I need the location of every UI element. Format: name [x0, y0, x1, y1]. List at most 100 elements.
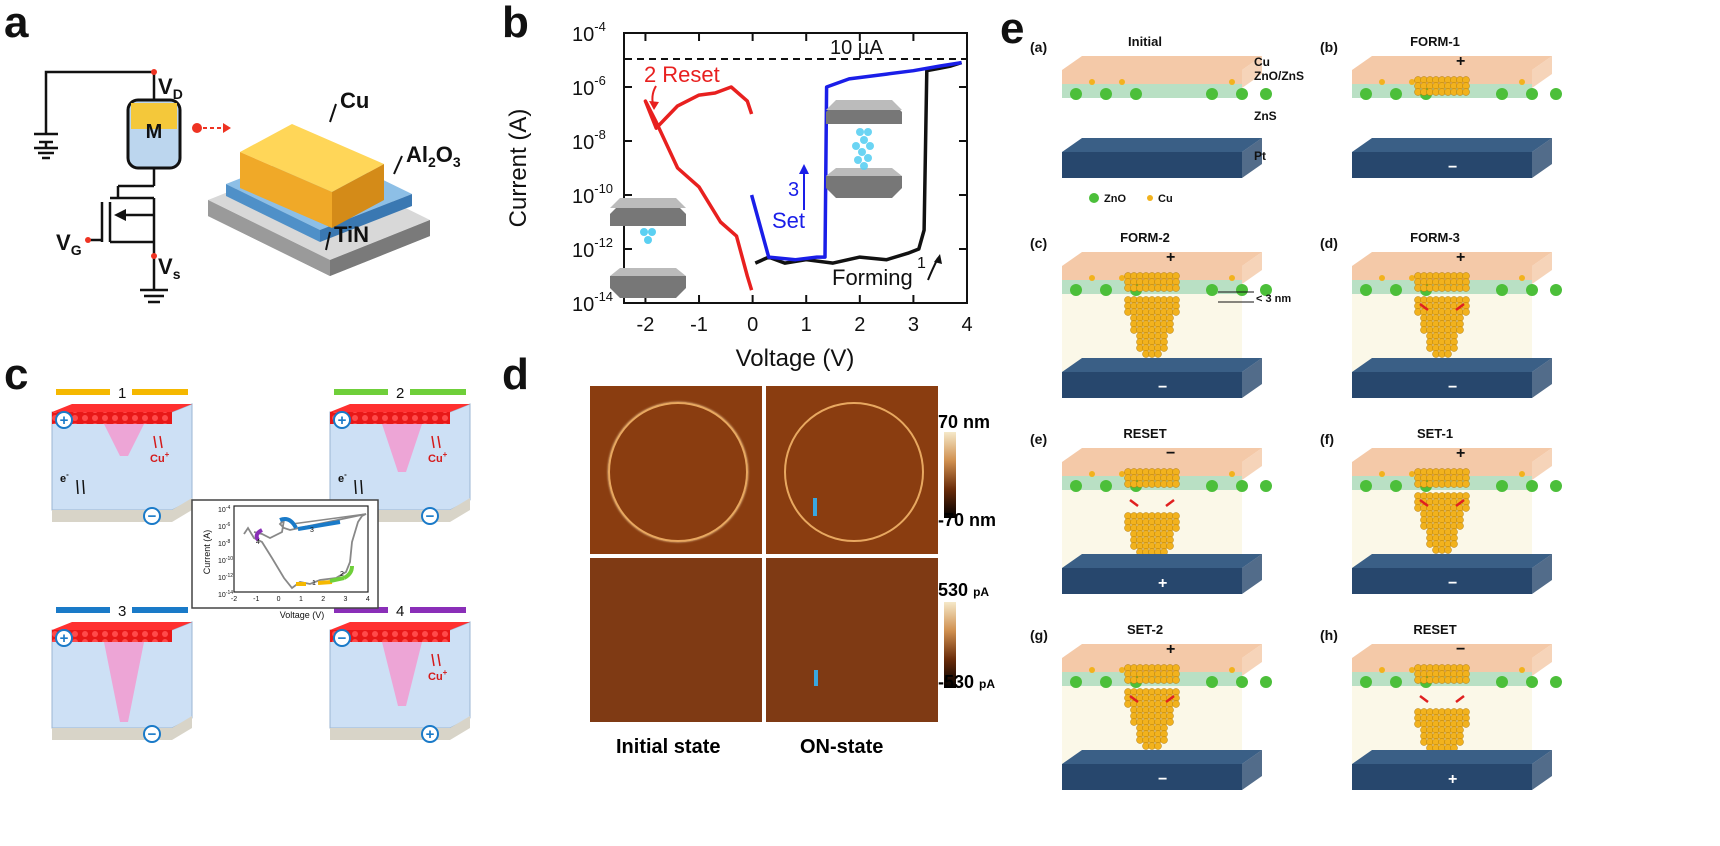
panel-label-b: b: [502, 0, 529, 47]
c-inset-y-tick: 10-12: [218, 573, 233, 582]
e-layer-label-zns: ZnS: [1254, 109, 1277, 123]
x-tick-label: 0: [747, 314, 758, 336]
c-state-number: 2: [396, 385, 404, 402]
c-electron-label: e-: [338, 470, 347, 485]
caption-on: ON-state: [800, 736, 884, 758]
e-layer-label-cu: Cu: [1254, 55, 1270, 69]
afm-topography-initial: [590, 386, 762, 554]
scale-bot-min: -530 pA: [938, 672, 996, 692]
e-sub-tag: (h): [1320, 627, 1338, 643]
c-bottom-polarity: −: [148, 726, 157, 743]
e-top-polarity: −: [1166, 445, 1175, 462]
c-inset-plot: 4 3 1 2 Current (A) Voltage (V) -2 -1 0 1 2 3…: [191, 499, 379, 620]
e-bottom-polarity: −: [1448, 379, 1457, 396]
e-top-polarity: −: [1456, 641, 1465, 658]
x-tick-label: -2: [637, 314, 655, 336]
c-top-polarity: −: [338, 630, 347, 647]
y-tick-label: 10-6: [572, 73, 606, 100]
vg-label: VG: [56, 230, 82, 258]
panel-label-a: a: [4, 0, 29, 47]
c-inset-y-tick: 10-8: [218, 539, 230, 548]
e-sub-title: FORM-1: [1410, 34, 1460, 49]
c-electron-label: e-: [60, 470, 69, 485]
panel-b-iv-chart: 10-4 10-6 10-8 10-10 10-12 10-14 -2 -1 0 1 2 3 4 10…: [505, 19, 973, 372]
series-set-line: [749, 60, 962, 262]
c-inset-y-tick: 10-10: [218, 556, 233, 565]
legend-zno-label: ZnO: [1104, 193, 1126, 205]
e-sub-tag: (b): [1320, 39, 1338, 55]
svg-text:Voltage (V): Voltage (V): [280, 610, 325, 620]
e-layer-label-znozns: ZnO/ZnS: [1254, 69, 1304, 83]
c-inset-y-tick: 10-14: [218, 590, 233, 599]
scale-top-max: 70 nm: [938, 412, 991, 432]
panel-a-schematic: M VD VG Vs Cu Al2O3 TiN: [34, 69, 461, 304]
svg-text:Current (A): Current (A): [202, 530, 212, 575]
colorbar-current: [944, 602, 956, 688]
device-stack-3d: [208, 124, 430, 276]
e-sub-title: RESET: [1413, 622, 1456, 637]
c-cu-ion-label: Cu+: [428, 668, 448, 683]
c-state-box-1: 1 + − Cu+ e-: [51, 385, 193, 525]
circuit-wires: [34, 70, 168, 304]
legend-cu-dot: [1147, 195, 1153, 201]
afm-topography-on: [766, 386, 938, 554]
x-tick-label: 1: [801, 314, 812, 336]
inset-device-on: [826, 100, 902, 198]
vg-node-dot: [85, 237, 91, 243]
e-sub-tag: (e): [1030, 431, 1047, 447]
e-bottom-polarity: +: [1448, 771, 1457, 788]
legend-zno-dot: [1089, 193, 1099, 203]
c-cu-ion-label: Cu+: [428, 450, 448, 465]
c-top-polarity: +: [60, 412, 69, 429]
e-sub-title: FORM-3: [1410, 230, 1460, 245]
e-top-polarity: +: [1166, 641, 1175, 658]
compliance-label: 10 µA: [830, 37, 883, 59]
panel-label-c: c: [4, 350, 29, 399]
panel-label-e: e: [1000, 4, 1025, 53]
c-inset-y-tick: 10-4: [218, 505, 230, 514]
c-state-box-2: 2 + − Cu+ e-: [329, 385, 471, 525]
forming-num: 1: [917, 255, 926, 272]
x-tick-label: 4: [961, 314, 972, 336]
svg-text:3: 3: [310, 527, 314, 534]
e-sub-title: SET-1: [1417, 426, 1453, 441]
x-tick-label: 2: [854, 314, 865, 336]
svg-text:2: 2: [340, 571, 344, 578]
c-inset-x-tick: -2: [231, 596, 237, 603]
inset-device-off: [610, 198, 686, 298]
y-tick-label: 10-10: [572, 181, 613, 208]
reset-label: 2 Reset: [644, 62, 720, 87]
svg-text:1: 1: [312, 580, 316, 587]
c-state-number: 4: [396, 603, 404, 620]
afm-current-initial: [590, 558, 762, 722]
c-state-number: 3: [118, 603, 126, 620]
e-bottom-polarity: −: [1448, 575, 1457, 592]
y-tick-label: 10-14: [572, 289, 613, 316]
legend-cu-label: Cu: [1158, 193, 1173, 205]
c-state-number: 1: [118, 385, 126, 402]
tin-label: TiN: [334, 222, 369, 247]
e-sub-title: SET-2: [1127, 622, 1163, 637]
svg-text:4: 4: [256, 539, 260, 546]
y-axis-label: Current (A): [505, 109, 532, 228]
forming-label: Forming: [832, 265, 913, 290]
panel-c-mechanism: 1 + − Cu+ e- 2 + − Cu+ e- 3 + − 4 − + Cu+ 4 3 1 2 Curren…: [51, 385, 471, 743]
c-bottom-polarity: −: [148, 508, 157, 525]
scale-top-min: -70 nm: [938, 510, 997, 530]
e-sub-tag: (g): [1030, 627, 1048, 643]
y-tick-label: 10-8: [572, 127, 606, 154]
vs-label: Vs: [158, 254, 181, 282]
scale-bot-max: 530 pA: [938, 580, 990, 600]
e-sub-tag: (c): [1030, 235, 1047, 251]
set-num: 3: [788, 179, 799, 201]
c-inset-x-tick: 1: [299, 596, 303, 603]
c-inset-x-tick: 0: [277, 596, 281, 603]
series-forming-line: [754, 60, 963, 265]
afm-current-on: [766, 558, 938, 722]
e-sub-tag: (a): [1030, 39, 1047, 55]
vd-label: VD: [158, 74, 183, 102]
e-top-polarity: +: [1456, 445, 1465, 462]
x-axis-label: Voltage (V): [736, 345, 855, 372]
e-sub-title: RESET: [1123, 426, 1166, 441]
al2o3-label: Al2O3: [406, 142, 461, 170]
